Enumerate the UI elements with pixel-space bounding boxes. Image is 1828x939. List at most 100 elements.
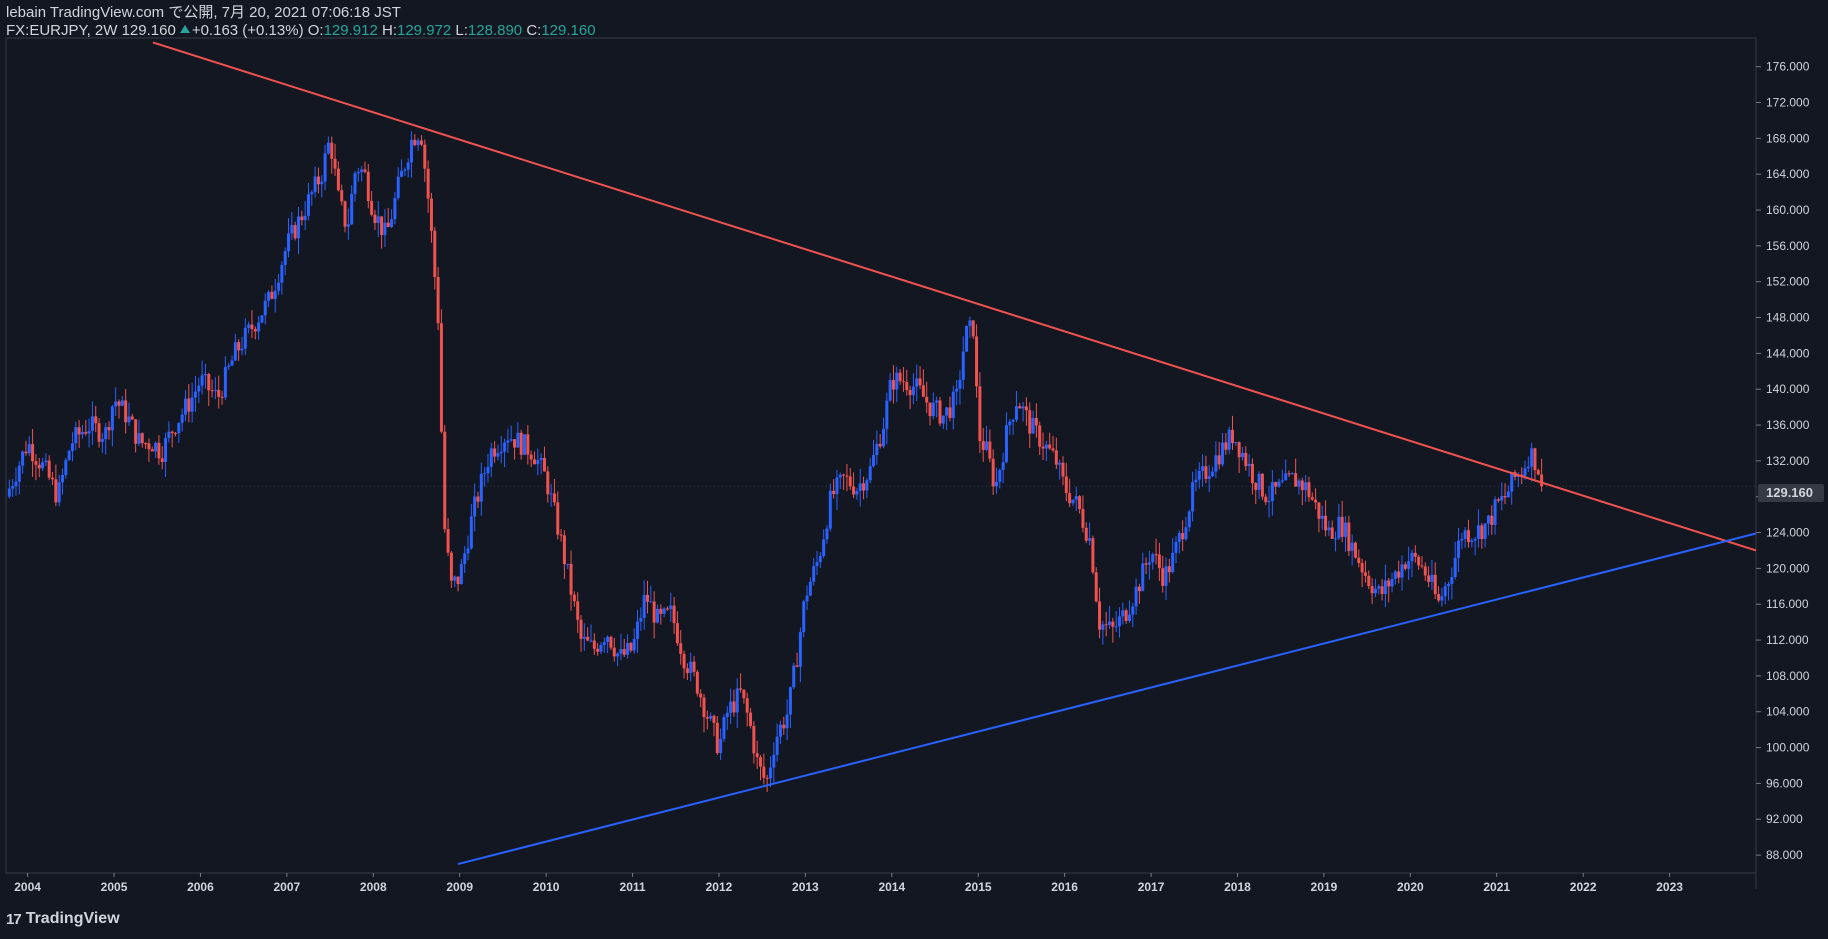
candle-body: [493, 448, 497, 457]
candle-body: [1290, 473, 1294, 475]
candle-body: [1071, 499, 1075, 504]
candle-body: [167, 431, 171, 439]
candle-body: [752, 725, 756, 754]
candle-body: [1274, 482, 1278, 487]
candle-body: [1533, 448, 1537, 471]
candle-body: [363, 169, 367, 172]
candle-body: [941, 415, 945, 424]
candle-body: [110, 406, 114, 431]
candle-body: [1114, 626, 1118, 628]
candle-body: [94, 416, 98, 424]
plot-frame: [5, 37, 1757, 874]
candle-body: [1217, 455, 1221, 465]
candle-body: [366, 171, 370, 201]
candle-body: [865, 480, 869, 491]
candle-body: [1191, 482, 1195, 512]
candle-body: [1270, 482, 1274, 501]
candle-body: [1420, 565, 1424, 567]
candle-body: [200, 375, 204, 386]
candle-body: [300, 216, 304, 221]
candle-body: [1407, 561, 1411, 569]
candle-body: [1500, 496, 1504, 501]
candle-body: [759, 757, 763, 767]
candle-body: [705, 717, 709, 719]
candle-body: [353, 173, 357, 194]
candle-body: [998, 470, 1002, 482]
candle-body: [729, 701, 733, 713]
y-tick-label: 176.000: [1766, 60, 1810, 74]
x-tick-label: 2019: [1311, 880, 1338, 894]
candle-body: [1204, 466, 1208, 479]
candle-body: [104, 427, 108, 440]
y-tick-label: 172.000: [1766, 96, 1810, 110]
candle-body: [852, 486, 856, 495]
close-value: 129.160: [541, 22, 596, 39]
candle-body: [1540, 474, 1544, 487]
candle-body: [496, 453, 500, 457]
candle-body: [1147, 562, 1151, 565]
candle-body: [333, 158, 337, 169]
candle-body: [1031, 417, 1035, 434]
candle-body: [842, 474, 846, 476]
candle-body: [1247, 463, 1251, 467]
candle-body: [483, 473, 487, 475]
x-tick-label: 2013: [792, 880, 819, 894]
candle-body: [1041, 446, 1045, 449]
candle-body: [559, 534, 563, 536]
candle-body: [54, 479, 58, 503]
candle-body: [1240, 452, 1244, 458]
candle-body: [1337, 516, 1341, 539]
candle-body: [24, 451, 28, 454]
candle-body: [655, 608, 659, 623]
candle-body: [895, 372, 899, 390]
symbol-label[interactable]: FX:EURJPY, 2W: [6, 22, 118, 39]
candle-body: [1317, 502, 1321, 519]
candle-body: [1134, 586, 1138, 607]
candle-body: [626, 642, 630, 655]
candle-body: [443, 431, 447, 530]
trendline-support: [457, 532, 1756, 866]
candle-body: [313, 176, 317, 193]
candle-body: [935, 400, 939, 403]
candle-body: [988, 441, 992, 459]
candle-body: [1127, 614, 1131, 621]
x-tick-label: 2020: [1397, 880, 1424, 894]
candle-body: [782, 724, 786, 729]
candle-body: [41, 462, 45, 469]
candle-body: [31, 444, 35, 462]
candle-body: [1417, 556, 1421, 566]
candle-body: [429, 198, 433, 231]
candle-body: [203, 373, 207, 376]
candle-body: [120, 400, 124, 406]
candle-body: [1530, 448, 1534, 467]
candle-body: [1227, 429, 1231, 450]
candle-body: [978, 386, 982, 441]
candle-body: [396, 176, 400, 199]
candle-body: [1423, 566, 1427, 576]
y-tick-label: 112.000: [1766, 633, 1809, 647]
y-tick-label: 136.000: [1766, 418, 1810, 432]
candle-body: [247, 324, 251, 328]
candle-body: [150, 449, 154, 452]
tradingview-logo[interactable]: 17 TradingView: [6, 910, 120, 928]
x-tick-label: 2021: [1483, 880, 1510, 894]
candle-body: [858, 483, 862, 492]
candle-body: [336, 168, 340, 191]
candle-body: [439, 323, 443, 432]
candle-body: [473, 496, 477, 517]
candle-body: [1038, 425, 1042, 447]
candle-body: [948, 407, 952, 418]
candle-body: [1443, 586, 1447, 597]
candle-body: [921, 385, 925, 397]
candle-body: [1144, 563, 1148, 565]
candle-body: [812, 566, 816, 582]
candle-body: [213, 389, 217, 392]
candle-body: [669, 605, 673, 609]
candle-body: [1453, 557, 1457, 578]
candle-body: [835, 477, 839, 495]
candle-body: [589, 640, 593, 642]
candle-body: [1506, 491, 1510, 498]
candle-body: [177, 422, 181, 434]
candle-body: [1124, 610, 1128, 621]
